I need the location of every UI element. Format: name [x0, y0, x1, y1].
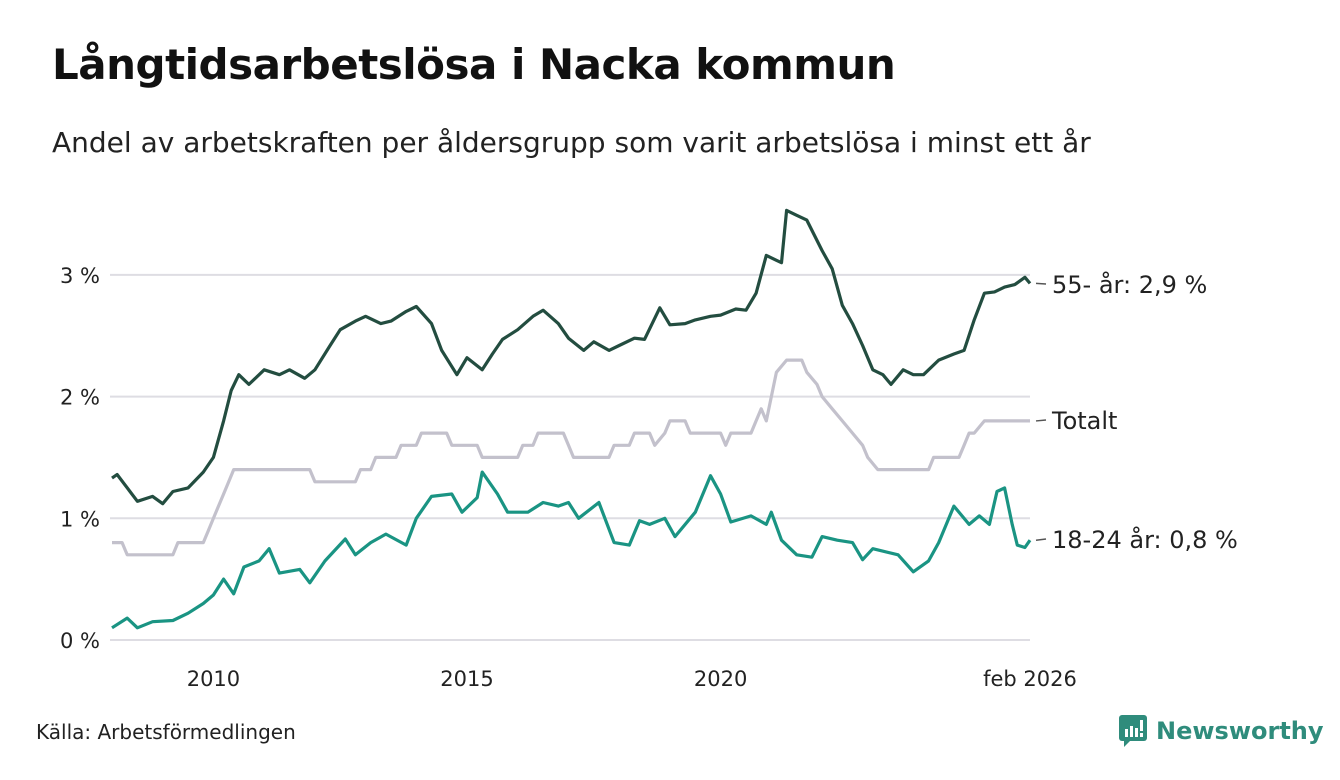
x-tick-label: 2010	[187, 667, 240, 691]
chart-subtitle: Andel av arbetskraften per åldersgrupp s…	[52, 126, 1091, 159]
x-tick-label: 2020	[694, 667, 747, 691]
source-note: Källa: Arbetsförmedlingen	[36, 720, 296, 744]
x-tick-label: feb 2026	[983, 667, 1077, 691]
label-connector	[1035, 419, 1047, 422]
y-tick-label: 2 %	[60, 386, 100, 410]
brand-name: Newsworthy	[1156, 717, 1324, 745]
y-tick-label: 3 %	[60, 264, 100, 288]
y-tick-label: 0 %	[60, 629, 100, 653]
series-label: 55- år: 2,9 %	[1052, 270, 1207, 299]
x-tick-label: 2015	[440, 667, 493, 691]
series-label: 18-24 år: 0,8 %	[1052, 525, 1238, 554]
series-line-55-r	[111, 208, 1032, 506]
series-line-18-24-r	[111, 470, 1032, 630]
chart-title: Långtidsarbetslösa i Nacka kommun	[52, 40, 896, 89]
newsworthy-logo[interactable]: Newsworthy	[1118, 714, 1324, 748]
series-line-totalt	[112, 358, 1030, 557]
label-connector	[1035, 282, 1047, 285]
label-connector	[1035, 538, 1047, 541]
y-tick-label: 1 %	[60, 507, 100, 531]
series-label: Totalt	[1051, 407, 1117, 435]
newsworthy-logo-icon	[1119, 715, 1147, 747]
